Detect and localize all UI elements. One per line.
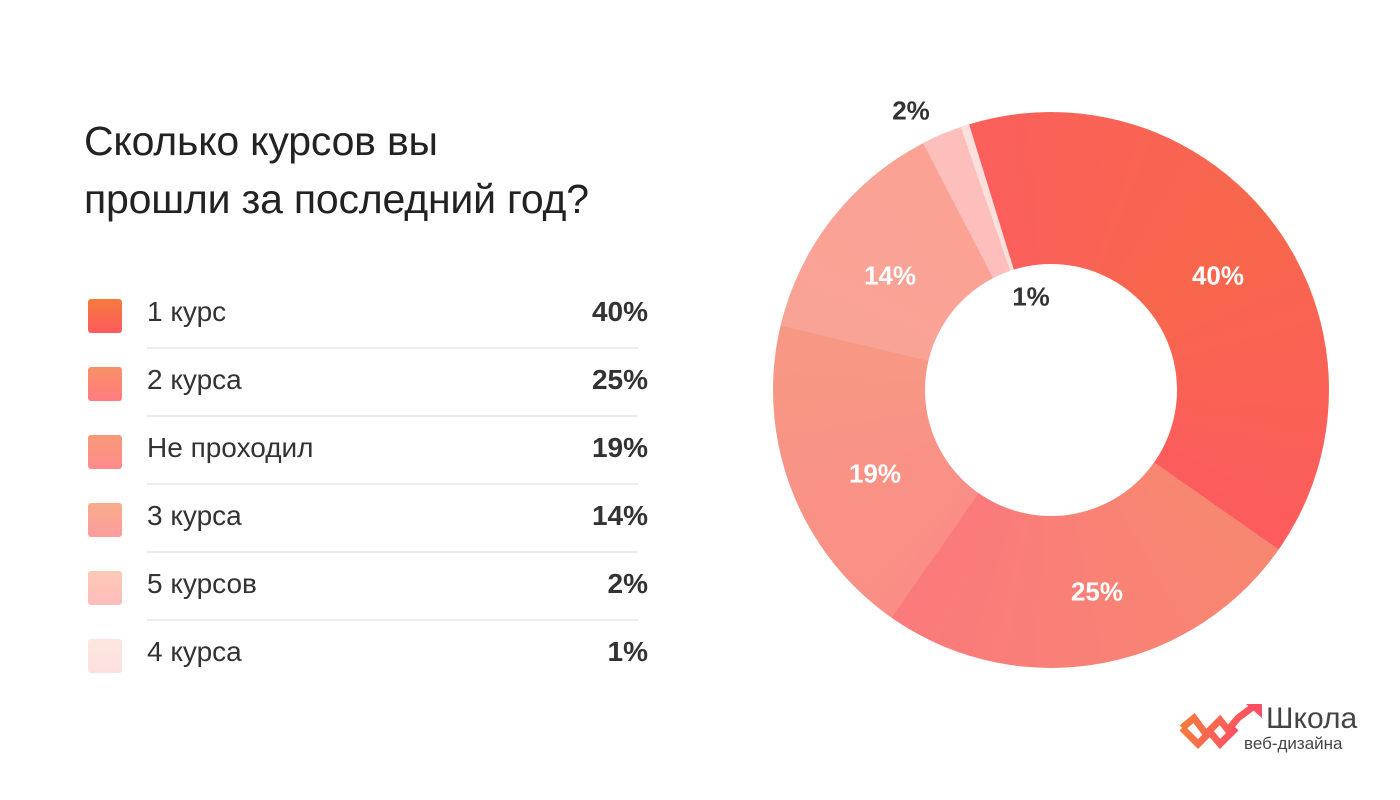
legend-item: 2 курса 25%	[88, 358, 648, 426]
divider	[147, 415, 638, 417]
legend-swatch	[88, 299, 122, 333]
slice-label-14: 14%	[863, 260, 917, 291]
slice-label-25: 25%	[1070, 576, 1124, 607]
legend-label: Не проходил	[147, 432, 314, 463]
logo-subtext: веб-дизайна	[1244, 734, 1343, 753]
chart-title: Сколько курсов вы прошли за последний го…	[84, 112, 704, 228]
title-line-1: Сколько курсов вы	[84, 118, 438, 164]
logo: Школа веб-дизайна	[1176, 702, 1366, 754]
legend: 1 курс 40% 2 курса 25% Не проходил 19% 3…	[88, 290, 648, 698]
logo-text: Школа	[1266, 702, 1358, 735]
legend-label: 4 курса	[147, 636, 242, 667]
legend-value: 14%	[591, 500, 648, 531]
legend-swatch	[88, 571, 122, 605]
legend-label: 2 курса	[147, 364, 242, 395]
slice-label-40: 40%	[1191, 260, 1245, 291]
slice-label-19: 19%	[848, 458, 902, 489]
divider	[147, 483, 638, 485]
legend-item: Не проходил 19%	[88, 426, 648, 494]
legend-label: 1 курс	[147, 296, 227, 327]
slice-label-2: 2%	[892, 95, 930, 126]
legend-value: 19%	[591, 432, 648, 463]
title-line-2: прошли за последний год?	[84, 176, 589, 222]
legend-swatch	[88, 367, 122, 401]
legend-swatch	[88, 639, 122, 673]
legend-value: 1%	[607, 636, 648, 667]
legend-swatch	[88, 503, 122, 537]
legend-item: 5 курсов 2%	[88, 562, 648, 630]
legend-swatch	[88, 435, 122, 469]
donut-hole	[925, 264, 1177, 516]
legend-label: 3 курса	[147, 500, 242, 531]
divider	[147, 347, 638, 349]
logo-icon	[1179, 704, 1262, 750]
divider	[147, 619, 638, 621]
legend-label: 5 курсов	[147, 568, 257, 599]
legend-value: 40%	[591, 296, 648, 327]
legend-item: 4 курса 1%	[88, 630, 648, 698]
legend-item: 3 курса 14%	[88, 494, 648, 562]
legend-value: 2%	[607, 568, 648, 599]
slice-label-1: 1%	[1012, 281, 1050, 312]
divider	[147, 551, 638, 553]
legend-value: 25%	[591, 364, 648, 395]
legend-item: 1 курс 40%	[88, 290, 648, 358]
